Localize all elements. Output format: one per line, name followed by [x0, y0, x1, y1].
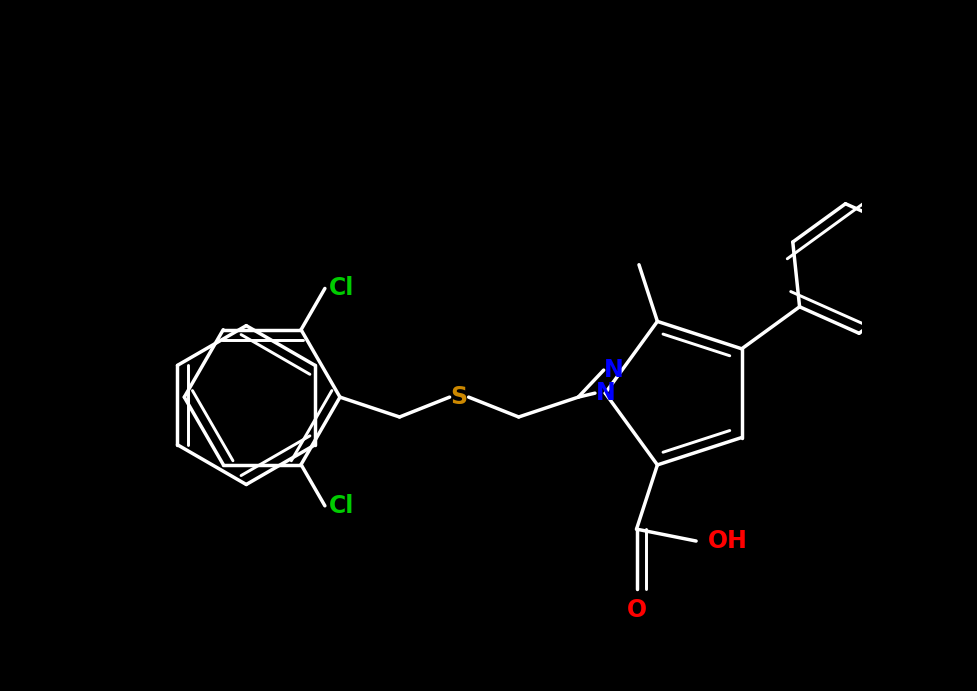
Text: Cl: Cl — [329, 494, 355, 518]
Text: O: O — [626, 598, 647, 622]
Text: Cl: Cl — [329, 276, 355, 301]
Text: S: S — [450, 385, 468, 409]
Text: OH: OH — [708, 529, 747, 553]
Text: N: N — [604, 358, 624, 382]
Text: N: N — [595, 381, 616, 405]
